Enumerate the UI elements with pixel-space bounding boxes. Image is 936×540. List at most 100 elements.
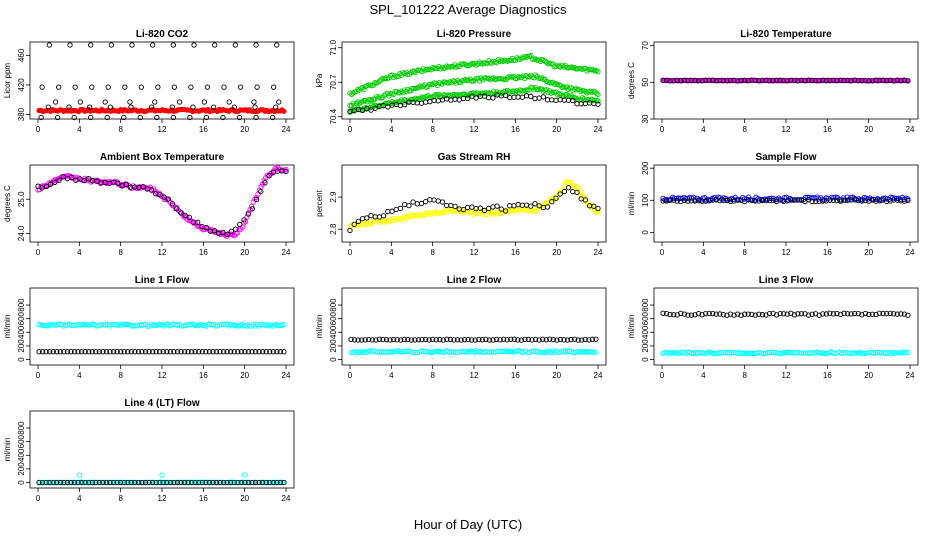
y-tick-label: 0 xyxy=(17,480,26,485)
data-point xyxy=(821,350,828,357)
data-point xyxy=(830,77,837,84)
data-point xyxy=(146,479,152,486)
data-point xyxy=(433,348,440,355)
data-point xyxy=(252,349,259,355)
data-point xyxy=(582,336,588,343)
data-point xyxy=(153,349,159,355)
data-point xyxy=(235,479,241,486)
data-point xyxy=(75,479,81,486)
y-tick-label: 460 xyxy=(17,48,26,62)
data-point xyxy=(453,64,459,70)
x-tick-label: 24 xyxy=(594,371,603,380)
panel-line4-flow: Line 4 (LT) Flow 0 4 8 12 16 20 24 0 200400600800… xyxy=(3,398,295,503)
x-tick-label: 20 xyxy=(864,248,873,257)
data-point xyxy=(473,95,479,101)
data-point xyxy=(511,336,517,342)
data-point xyxy=(844,197,851,203)
data-point xyxy=(795,311,801,317)
y-tick-label: 0 xyxy=(641,230,650,235)
data-point xyxy=(677,195,683,201)
data-point xyxy=(203,479,209,486)
data-point xyxy=(186,322,192,328)
data-point xyxy=(507,348,514,355)
data-point xyxy=(586,337,592,343)
data-point xyxy=(104,114,110,121)
data-point xyxy=(86,349,92,355)
y-axis-label: ml/min xyxy=(315,315,324,339)
data-point xyxy=(532,201,538,207)
data-point xyxy=(412,349,419,356)
data-point xyxy=(135,479,142,486)
data-point xyxy=(43,349,49,355)
data-point xyxy=(663,198,670,204)
data-point xyxy=(469,93,475,99)
data-point xyxy=(554,194,561,200)
series-co2-average xyxy=(36,106,287,115)
data-point xyxy=(96,479,103,486)
data-point xyxy=(164,349,170,355)
plot-title: Line 3 Flow xyxy=(759,275,814,286)
data-point xyxy=(231,104,237,110)
data-point xyxy=(876,77,883,83)
data-point xyxy=(667,78,673,84)
data-point xyxy=(435,348,442,355)
series-pressure-green-lower xyxy=(347,84,601,115)
data-point xyxy=(226,99,232,105)
series-temperature-points xyxy=(660,77,911,84)
data-point xyxy=(742,77,748,84)
data-point xyxy=(56,177,62,183)
y-tick-label: 380 xyxy=(17,107,26,121)
data-point xyxy=(224,231,230,238)
data-point xyxy=(685,198,691,204)
data-point xyxy=(189,349,195,355)
y-tick-label: 100 xyxy=(641,193,650,207)
data-point xyxy=(189,479,195,486)
data-point xyxy=(146,349,152,355)
data-point xyxy=(221,84,227,90)
data-point xyxy=(734,197,741,203)
panel-gas-stream-rh: Gas Stream RH 0 4 8 12 16 20 24 2.8 2.9 percent xyxy=(315,152,607,257)
data-point xyxy=(520,55,526,61)
data-point xyxy=(220,114,226,121)
data-point xyxy=(245,479,252,486)
data-point xyxy=(245,211,251,217)
data-point xyxy=(756,311,762,317)
data-point xyxy=(595,69,601,75)
y-tick-label: 200 xyxy=(641,161,650,175)
data-point xyxy=(756,78,762,84)
data-point xyxy=(570,97,576,104)
data-point xyxy=(105,84,111,90)
data-point xyxy=(403,215,409,221)
data-point xyxy=(706,310,712,317)
data-point xyxy=(167,349,174,355)
data-point xyxy=(415,84,422,90)
data-point xyxy=(89,84,95,90)
data-point xyxy=(245,349,252,355)
data-point xyxy=(539,75,545,81)
data-point xyxy=(449,349,455,355)
x-tick-label: 12 xyxy=(782,125,791,134)
data-point xyxy=(490,95,496,101)
data-point xyxy=(512,89,518,95)
data-point xyxy=(763,77,769,83)
data-point xyxy=(277,479,284,486)
data-point xyxy=(595,101,601,107)
x-tick-label: 20 xyxy=(240,494,249,503)
x-tick-label: 8 xyxy=(742,248,747,257)
data-point xyxy=(170,42,177,48)
data-point xyxy=(827,310,833,316)
series-line-4-black xyxy=(36,479,287,486)
data-point xyxy=(47,479,53,486)
data-point xyxy=(540,336,546,342)
y-tick-label: 200 xyxy=(329,339,338,353)
y-axis-label: degrees C xyxy=(3,185,12,222)
y-axis-label: kPa xyxy=(315,73,324,87)
data-point xyxy=(38,114,44,121)
plot-title: Line 2 Flow xyxy=(447,275,502,286)
data-point xyxy=(522,336,528,343)
data-point xyxy=(898,198,904,204)
panel-li820-pressure: Li-820 Pressure 0 4 8 12 16 20 24 70.4 70.7 71.0 kP… xyxy=(315,29,607,134)
data-point xyxy=(891,78,897,84)
x-tick-label: 20 xyxy=(240,371,249,380)
data-point xyxy=(62,322,69,328)
